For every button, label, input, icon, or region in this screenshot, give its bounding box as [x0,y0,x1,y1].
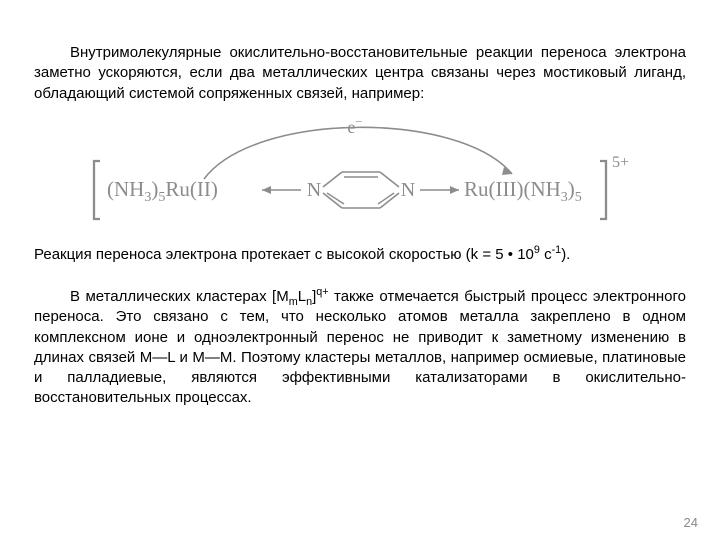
mid-line: Реакция переноса электрона протекает с в… [34,245,686,265]
p2-sup: q+ [316,286,328,298]
midline-prefix: Реакция переноса электрона протекает с в… [34,246,534,263]
midline-unit: с [540,246,552,263]
paragraph-1: Внутримолекулярные окислительно-восстано… [34,43,686,104]
page-number: 24 [684,515,698,530]
p2-a: В металлических кластерах [M [70,288,289,305]
p2-sub1: m [289,296,298,308]
reaction-diagram: e− 5+ (NH3)5Ru(II) N [80,119,640,233]
left-group: (NH3)5Ru(II) [107,177,218,205]
p2-b: L [298,288,306,305]
p2-d: также отмечается быстрый процесс электро… [34,288,686,406]
ring-n-left: N [307,179,321,201]
reaction-svg: e− 5+ (NH3)5Ru(II) N [80,119,640,233]
electron-label: e− [347,119,362,137]
charge-label: 5+ [612,154,629,171]
right-group: Ru(III)(NH3)5 [464,177,582,205]
page: Внутримолекулярные окислительно-восстано… [0,0,720,540]
midline-suffix: ). [561,246,570,263]
midline-unitexp: -1 [552,244,562,256]
paragraph-2: В металлических кластерах [MmLn]q+ также… [34,287,686,409]
ring-n-right: N [401,179,415,201]
